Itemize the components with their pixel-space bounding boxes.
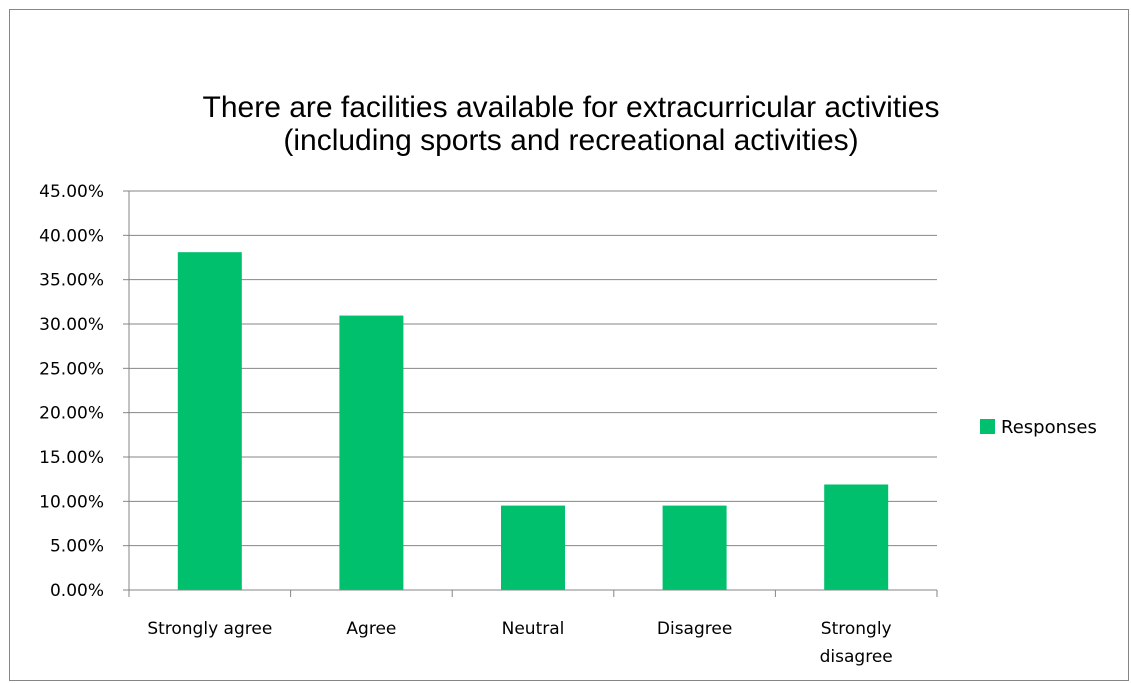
y-tick-label: 45.00% bbox=[39, 182, 104, 202]
chart-title-line-2: (including sports and recreational activ… bbox=[283, 124, 858, 157]
y-tick-label: 25.00% bbox=[39, 359, 104, 379]
chart-title: There are facilities available for extra… bbox=[203, 91, 940, 157]
bars bbox=[177, 252, 889, 590]
bar bbox=[824, 484, 889, 590]
x-tick-label: Strongly agree bbox=[147, 619, 272, 639]
x-tick-label: disagree bbox=[820, 647, 893, 667]
bar bbox=[339, 315, 404, 590]
bar bbox=[501, 505, 565, 590]
x-tick-label: Neutral bbox=[502, 619, 565, 639]
y-tick-label: 40.00% bbox=[39, 226, 104, 246]
x-tick-label: Agree bbox=[346, 619, 396, 639]
y-tick-label: 5.00% bbox=[50, 537, 104, 557]
bar bbox=[177, 252, 242, 590]
y-tick-label: 0.00% bbox=[50, 581, 104, 601]
y-axis-tick-labels: 0.00% 5.00% 10.00% 15.00% 20.00% 25.00% 30.00%… bbox=[39, 182, 104, 601]
chart-title-line-1: There are facilities available for extra… bbox=[203, 91, 940, 124]
legend-swatch bbox=[980, 419, 995, 434]
y-tick-label: 20.00% bbox=[39, 404, 104, 424]
x-tick-label: Strongly bbox=[821, 619, 892, 639]
gridlines bbox=[123, 190, 937, 591]
y-tick-label: 15.00% bbox=[39, 448, 104, 468]
bar bbox=[662, 505, 727, 590]
legend-label: Responses bbox=[1001, 417, 1097, 438]
x-axis-tick-labels: Strongly agree Agree Neutral Disagree Strong… bbox=[147, 619, 892, 667]
y-tick-label: 35.00% bbox=[39, 271, 104, 291]
legend: Responses bbox=[980, 417, 1097, 438]
axes bbox=[128, 191, 938, 597]
y-tick-label: 10.00% bbox=[39, 492, 104, 512]
x-tick-label: Disagree bbox=[657, 619, 732, 639]
y-tick-label: 30.00% bbox=[39, 315, 104, 335]
